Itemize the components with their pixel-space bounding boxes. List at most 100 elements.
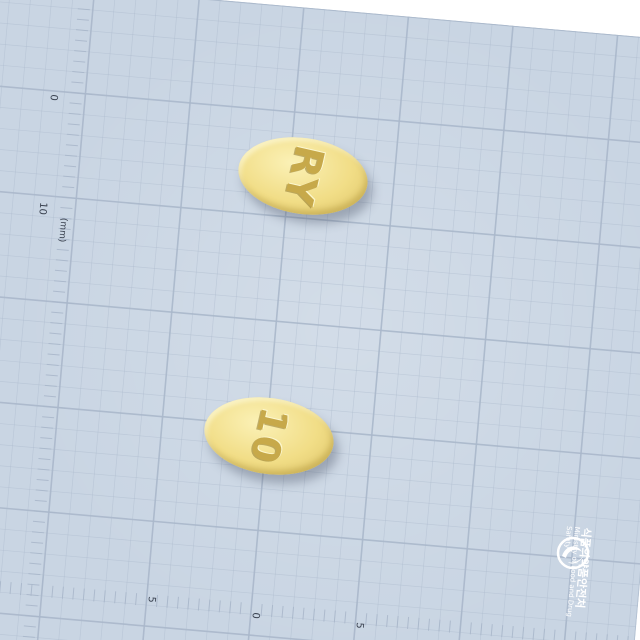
bottom-ruler-label-left: 5: [145, 595, 157, 604]
ruler-tick: [37, 468, 50, 471]
ruler-tick: [323, 609, 326, 622]
ruler-tick: [31, 541, 44, 544]
ruler-tick: [72, 71, 85, 74]
ruler-tick: [239, 602, 242, 615]
left-ruler-label-10: 10: [36, 201, 49, 216]
ruler-tick: [32, 520, 45, 523]
ruler-tick: [45, 374, 58, 377]
grid-minor-line: [577, 36, 639, 640]
grid-major-line: [0, 293, 640, 356]
ruler-tick: [9, 582, 12, 595]
ruler-tick: [30, 583, 33, 596]
ruler-tick: [407, 616, 410, 629]
ruler-tick: [32, 531, 45, 534]
grid-minor-line: [221, 5, 284, 640]
ruler-tick: [60, 207, 73, 210]
ruler-tick: [333, 610, 336, 623]
ruler-tick: [62, 186, 75, 189]
ruler-tick: [75, 39, 88, 42]
grid-minor-line: [0, 0, 12, 640]
ruler-tick: [74, 50, 87, 53]
ruler-tick: [35, 489, 48, 492]
ruler-tick: [67, 123, 80, 126]
ruler-tick: [40, 437, 53, 440]
ruler-tick: [48, 342, 61, 346]
left-ruler-unit: (mm): [56, 217, 69, 243]
ruler-tick: [250, 593, 254, 616]
grid-major-line: [0, 502, 640, 565]
grid-minor-line: [0, 628, 631, 640]
grid-minor-line: [0, 272, 640, 335]
grid-minor-line: [305, 12, 367, 640]
ruler-tick: [27, 583, 40, 586]
grid-major-line: [0, 0, 640, 42]
ruler-tick: [70, 91, 93, 95]
grid-minor-line: [0, 42, 640, 105]
ruler-tick: [354, 602, 358, 625]
grid-major-line: [0, 606, 633, 640]
ruler-tick: [124, 592, 127, 605]
ruler-tick: [63, 175, 76, 178]
grid-minor-line: [0, 586, 635, 640]
ruler-tick: [69, 102, 82, 105]
ruler-tick: [281, 605, 284, 618]
ruler-tick: [52, 301, 75, 305]
ruler-tick: [64, 154, 78, 157]
grid-minor-line: [0, 356, 640, 418]
ruler-tick: [49, 332, 62, 335]
grid-major-line: [0, 188, 640, 252]
ruler-tick: [93, 589, 96, 602]
ruler-tick: [36, 478, 49, 482]
grid-minor-line: [535, 33, 598, 640]
ruler-tick: [41, 426, 54, 429]
ruler-tick: [438, 619, 441, 632]
ruler-tick: [448, 620, 451, 633]
ruler-tick: [155, 594, 159, 607]
ruler-tick: [61, 586, 64, 599]
ruler-tick: [76, 18, 89, 21]
grid-minor-line: [0, 481, 640, 544]
ruler-tick: [344, 611, 347, 624]
grid-minor-line: [96, 0, 158, 640]
grid-minor-line: [179, 1, 242, 640]
ruler-tick: [501, 625, 504, 638]
ruler-tick: [26, 594, 39, 597]
grid-major-line: [137, 0, 200, 640]
ruler-tick: [469, 622, 472, 635]
ruler-tick: [302, 607, 305, 620]
grid-minor-line: [0, 230, 640, 293]
ruler-tick: [51, 585, 54, 598]
grid-minor-line: [0, 314, 640, 377]
ruler-tick: [24, 614, 47, 618]
ruler-tick: [595, 633, 598, 640]
agency-logo-mark: [556, 536, 590, 570]
ruler-tick: [208, 599, 211, 612]
ruler-tick: [145, 584, 149, 607]
ruler-tick: [66, 133, 79, 136]
ruler-tick: [61, 196, 84, 200]
ruler-tick: [42, 416, 55, 419]
ruler-tick: [417, 617, 420, 630]
ruler-tick: [43, 405, 66, 409]
grid-minor-line: [0, 63, 640, 126]
ruler-tick: [38, 458, 51, 461]
ruler-tick: [0, 581, 2, 594]
ruler-tick: [312, 608, 315, 621]
ruler-tick: [68, 112, 81, 115]
ruler-tick: [65, 144, 78, 147]
ruler-tick: [40, 574, 44, 597]
grid-minor-line: [54, 0, 116, 640]
left-ruler-label-0: 0: [47, 93, 59, 102]
ruler-tick: [522, 626, 525, 639]
bottom-ruler-label-right: 5: [353, 621, 365, 630]
ruler-tick: [71, 81, 84, 84]
grid-minor-line: [409, 22, 472, 640]
grid-minor-line: [388, 20, 451, 640]
ruler-tick: [563, 620, 567, 640]
ruler-tick: [47, 353, 60, 356]
ruler-tick: [459, 611, 463, 634]
ruler-tick: [543, 628, 546, 640]
ruler-tick: [166, 595, 169, 608]
